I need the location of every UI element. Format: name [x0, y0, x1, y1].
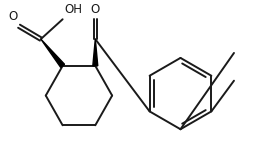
Polygon shape [41, 39, 65, 67]
Polygon shape [93, 39, 98, 66]
Text: OH: OH [65, 3, 83, 16]
Text: O: O [9, 10, 18, 23]
Text: O: O [91, 3, 100, 16]
